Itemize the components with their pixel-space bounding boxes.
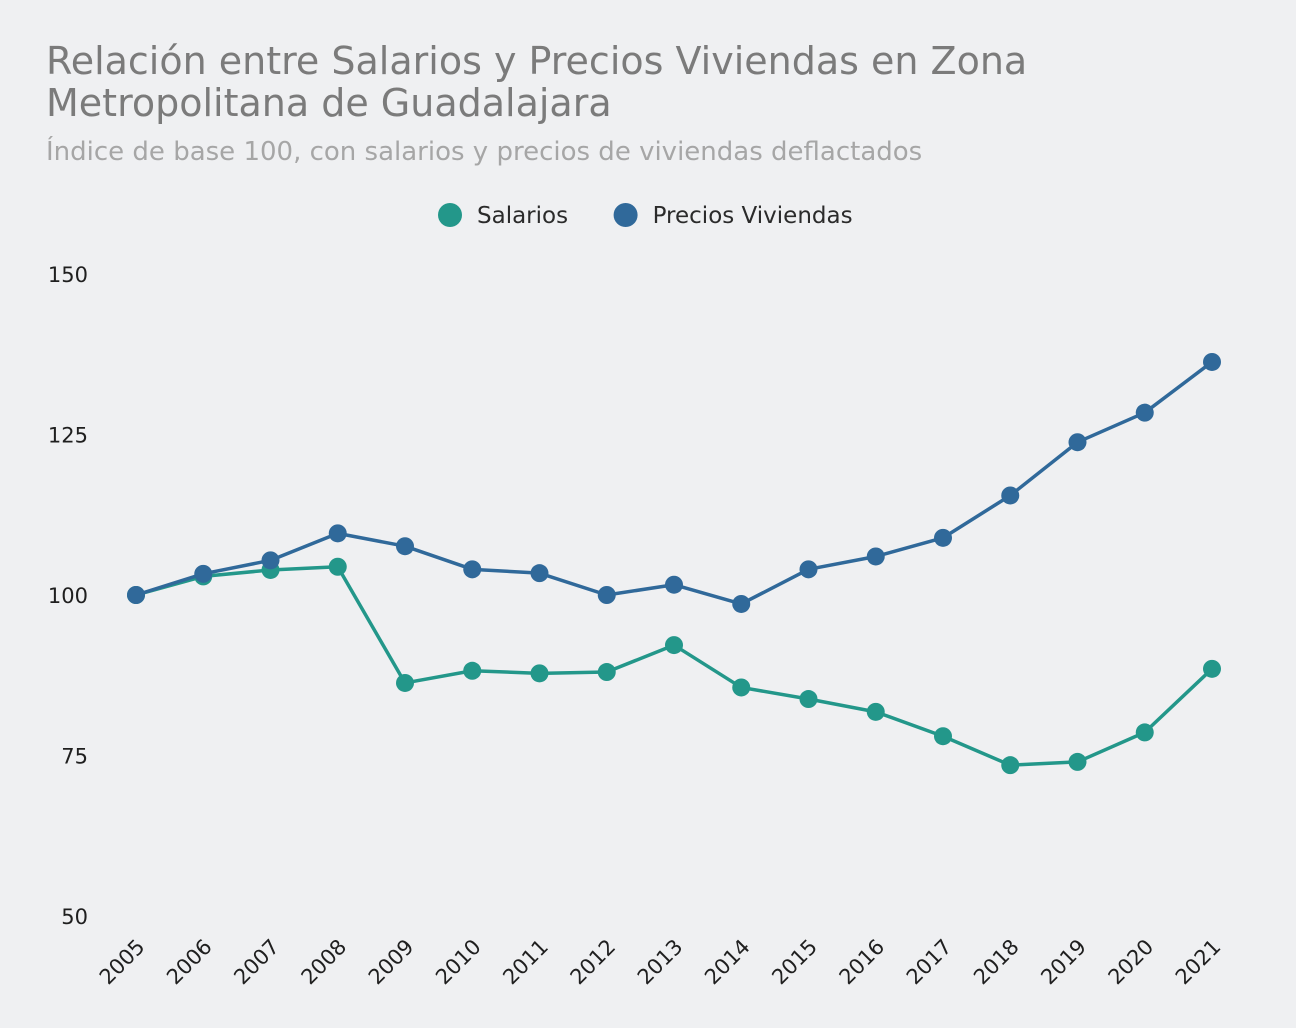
x-tick-label: 2009 — [364, 935, 419, 990]
chart-title: Relación entre Salarios y Precios Vivien… — [46, 39, 1028, 125]
x-tick-label: 2007 — [229, 935, 284, 990]
legend-marker — [613, 203, 638, 227]
x-tick-label: 2017 — [902, 935, 957, 990]
legend-label: Precios Viviendas — [653, 203, 853, 229]
data-point[interactable] — [396, 673, 414, 692]
data-point[interactable] — [665, 575, 683, 594]
data-point[interactable] — [799, 560, 818, 579]
chart-subtitle: Índice de base 100, con salarios y preci… — [46, 137, 923, 167]
x-tick-label: 2020 — [1104, 935, 1159, 990]
data-point[interactable] — [597, 663, 616, 682]
data-point[interactable] — [530, 664, 549, 683]
legend-label: Salarios — [477, 203, 568, 229]
data-point[interactable] — [799, 690, 818, 709]
x-tick-label: 2005 — [95, 935, 150, 990]
x-tick-label: 2008 — [297, 935, 352, 990]
data-point[interactable] — [866, 547, 885, 566]
data-point[interactable] — [396, 537, 414, 556]
x-tick-label: 2016 — [835, 935, 890, 990]
data-point[interactable] — [127, 586, 145, 604]
data-point[interactable] — [732, 678, 751, 697]
legend-item[interactable]: Salarios — [438, 203, 568, 229]
data-point[interactable] — [1135, 403, 1154, 422]
y-tick-label: 125 — [48, 424, 88, 448]
y-tick-label: 75 — [61, 745, 88, 769]
data-point[interactable] — [261, 551, 280, 570]
data-point[interactable] — [934, 528, 952, 547]
data-point[interactable] — [1203, 352, 1221, 371]
data-point[interactable] — [1001, 486, 1020, 505]
x-tick-label: 2015 — [767, 935, 822, 990]
data-point[interactable] — [1068, 752, 1087, 771]
x-tick-label: 2014 — [700, 935, 755, 990]
legend-item[interactable]: Precios Viviendas — [613, 203, 853, 229]
data-point[interactable] — [463, 560, 482, 579]
series-precios-viviendas — [127, 352, 1221, 613]
x-tick-label: 2018 — [969, 935, 1024, 990]
legend: Salarios Precios Viviendas — [438, 203, 853, 229]
data-point[interactable] — [665, 636, 683, 655]
x-tick-label: 2019 — [1036, 935, 1091, 990]
data-point[interactable] — [934, 727, 952, 746]
data-point[interactable] — [328, 557, 347, 576]
series-line — [134, 565, 1214, 767]
data-point[interactable] — [866, 702, 885, 721]
data-point[interactable] — [1001, 756, 1020, 775]
legend-marker — [438, 203, 462, 227]
data-point[interactable] — [530, 564, 549, 583]
data-point[interactable] — [597, 586, 616, 604]
x-tick-label: 2021 — [1171, 935, 1226, 990]
x-tick-label: 2010 — [431, 935, 486, 990]
data-point[interactable] — [328, 524, 347, 543]
data-point[interactable] — [463, 661, 482, 680]
data-point[interactable] — [732, 594, 751, 613]
data-point[interactable] — [1068, 433, 1087, 452]
y-tick-label: 100 — [48, 584, 88, 608]
x-tick-label: 2011 — [498, 935, 553, 990]
x-tick-label: 2012 — [566, 935, 621, 990]
x-tick-label: 2006 — [162, 935, 217, 990]
data-point[interactable] — [1135, 723, 1154, 742]
y-tick-label: 150 — [48, 263, 88, 287]
y-tick-label: 50 — [61, 905, 88, 929]
data-point[interactable] — [194, 564, 213, 583]
data-point[interactable] — [1203, 659, 1221, 678]
x-tick-label: 2013 — [633, 935, 688, 990]
